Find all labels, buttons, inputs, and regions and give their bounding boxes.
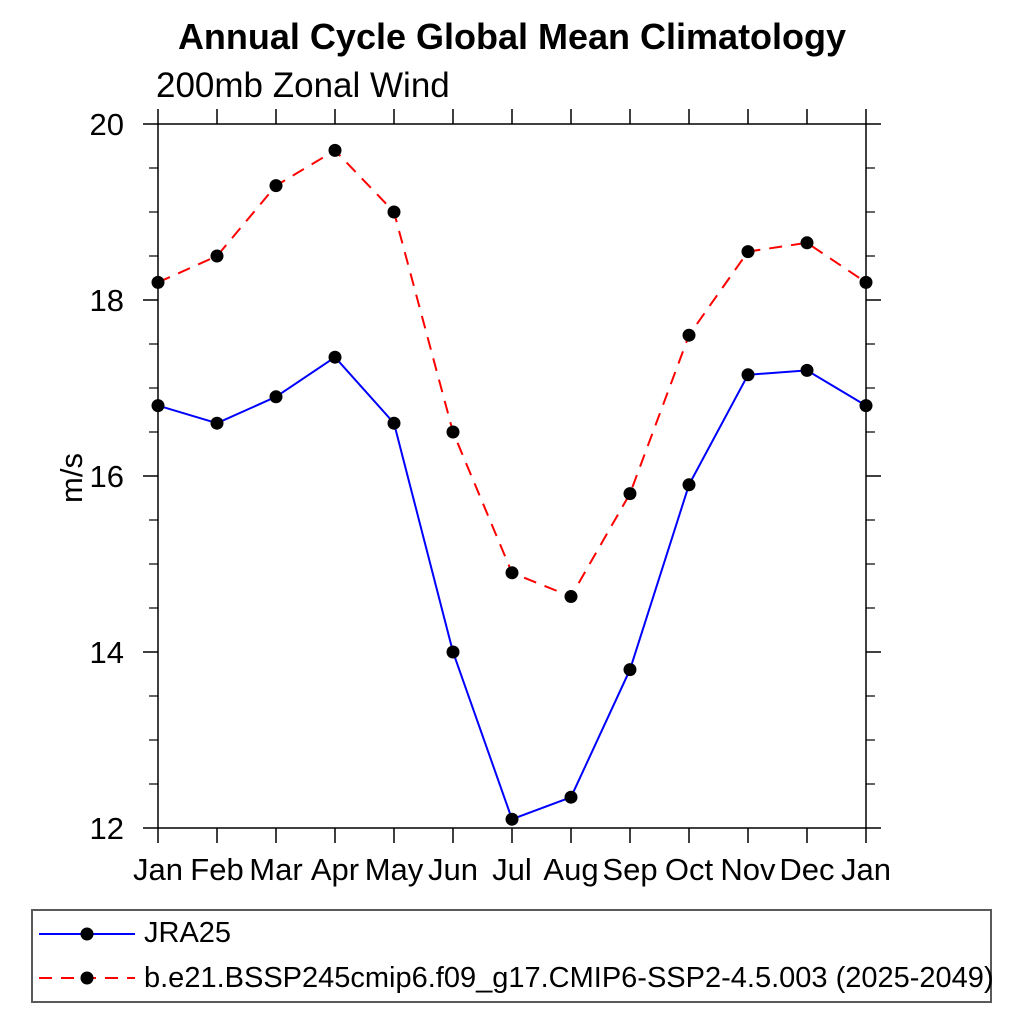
legend-swatch-solid-line bbox=[39, 927, 135, 941]
x-tick-label: Jan bbox=[133, 852, 183, 887]
data-point-marker bbox=[800, 236, 814, 250]
data-point-marker bbox=[210, 249, 224, 263]
legend: JRA25 b.e21.BSSP245cmip6.f09_g17.CMIP6-S… bbox=[31, 909, 994, 1003]
x-tick-label: Dec bbox=[779, 852, 834, 887]
data-point-marker bbox=[859, 275, 873, 289]
y-axis-ticks bbox=[143, 123, 881, 829]
x-tick-label: Nov bbox=[720, 852, 776, 887]
x-tick-label: Aug bbox=[543, 852, 598, 887]
series-jra25 bbox=[151, 350, 873, 826]
x-tick-label: May bbox=[365, 852, 424, 887]
data-point-marker bbox=[741, 368, 755, 382]
y-axis-tick-labels: 12 14 16 18 20 bbox=[90, 107, 124, 846]
data-point-marker bbox=[446, 645, 460, 659]
x-tick-label: Jul bbox=[492, 852, 532, 887]
plot-frame bbox=[157, 123, 867, 829]
series-line bbox=[157, 355, 867, 821]
x-tick-label: Mar bbox=[249, 852, 302, 887]
x-tick-label: Apr bbox=[311, 852, 359, 887]
y-tick-label: 16 bbox=[90, 459, 124, 494]
y-tick-label: 18 bbox=[90, 283, 124, 318]
legend-item-model: b.e21.BSSP245cmip6.f09_g17.CMIP6-SSP2-4.… bbox=[38, 956, 994, 1000]
x-tick-label: Oct bbox=[665, 852, 714, 887]
series-model bbox=[151, 143, 873, 604]
x-axis-ticks bbox=[157, 109, 867, 843]
legend-label-model: b.e21.BSSP245cmip6.f09_g17.CMIP6-SSP2-4.… bbox=[144, 961, 994, 994]
data-point-marker bbox=[800, 363, 814, 377]
data-point-marker bbox=[859, 399, 873, 413]
y-tick-label: 20 bbox=[90, 107, 124, 142]
data-point-marker bbox=[387, 205, 401, 219]
y-tick-label: 14 bbox=[90, 635, 124, 670]
x-tick-label: Jan bbox=[841, 852, 891, 887]
data-point-marker bbox=[564, 790, 578, 804]
x-tick-label: Sep bbox=[602, 852, 657, 887]
x-tick-label: Feb bbox=[190, 852, 243, 887]
data-point-marker bbox=[564, 590, 578, 604]
legend-marker-dot-icon bbox=[80, 927, 94, 941]
data-point-marker bbox=[623, 487, 637, 501]
data-point-marker bbox=[505, 566, 519, 580]
data-point-marker bbox=[328, 350, 342, 364]
data-point-marker bbox=[741, 245, 755, 259]
data-point-marker bbox=[682, 478, 696, 492]
legend-label-jra25: JRA25 bbox=[144, 917, 232, 950]
data-point-marker bbox=[505, 812, 519, 826]
y-axis-minor-ticks bbox=[149, 167, 875, 785]
legend-item-jra25: JRA25 bbox=[38, 912, 990, 956]
x-axis-tick-labels: Jan Feb Mar Apr May Jun Jul Aug Sep Oct Nov Dec Jan bbox=[133, 852, 891, 887]
data-point-marker bbox=[682, 328, 696, 342]
y-tick-label: 12 bbox=[90, 811, 124, 846]
data-point-marker bbox=[210, 416, 224, 430]
chart-title: Annual Cycle Global Mean Climatology bbox=[177, 16, 847, 57]
data-point-marker bbox=[269, 179, 283, 193]
data-point-marker bbox=[387, 416, 401, 430]
data-point-marker bbox=[623, 663, 637, 677]
data-point-marker bbox=[151, 275, 165, 289]
legend-marker-dot-icon bbox=[80, 971, 94, 985]
legend-swatch-dashed-line bbox=[39, 971, 135, 985]
x-tick-label: Jun bbox=[428, 852, 478, 887]
data-point-marker bbox=[151, 399, 165, 413]
data-point-marker bbox=[446, 425, 460, 439]
data-point-marker bbox=[328, 143, 342, 157]
data-point-marker bbox=[269, 390, 283, 404]
chart-subtitle: 200mb Zonal Wind bbox=[156, 66, 450, 105]
